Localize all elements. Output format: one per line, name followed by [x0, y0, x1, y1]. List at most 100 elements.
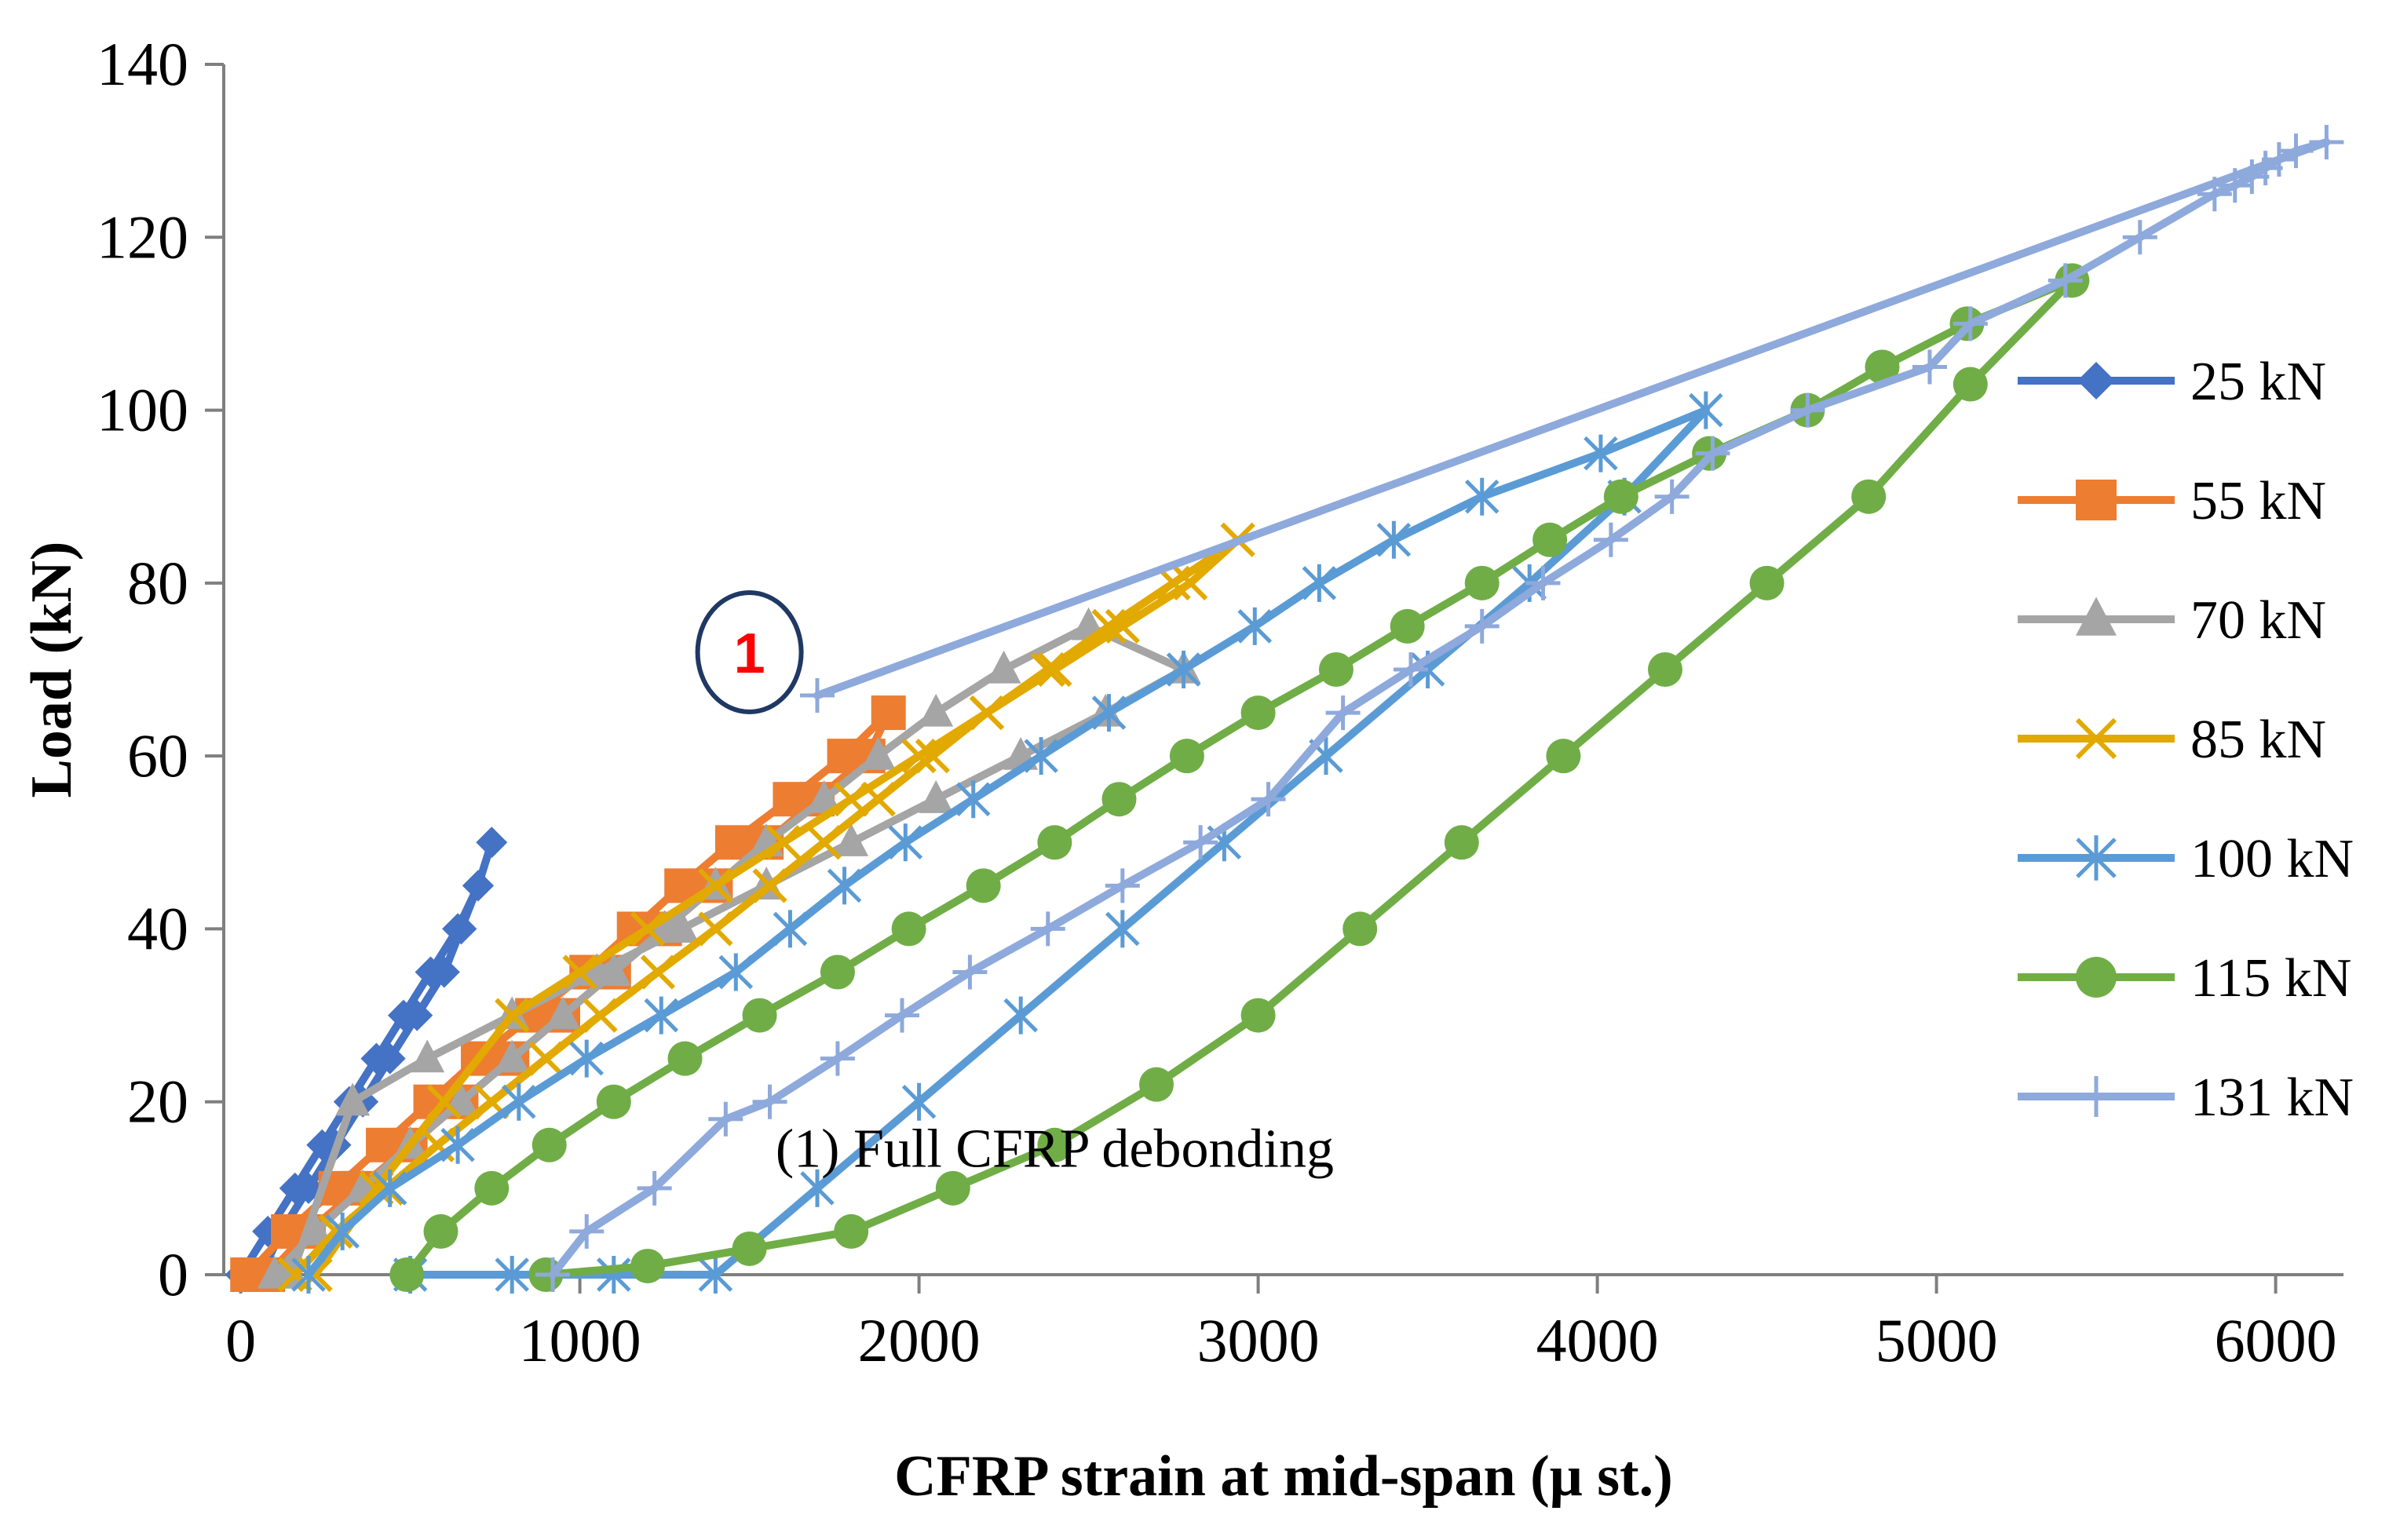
data-point	[919, 693, 954, 727]
data-point	[2234, 159, 2270, 195]
marker-stroke	[752, 868, 787, 903]
annotation-note: (1) Full CFRP debonding	[776, 1119, 1334, 1179]
data-point	[888, 823, 923, 862]
data-point	[423, 1213, 458, 1249]
x-tick-label: 4000	[1536, 1306, 1659, 1374]
data-point	[752, 1084, 787, 1119]
data-point	[1464, 565, 1500, 600]
legend-label: 25 kN	[2190, 352, 2326, 412]
data-point	[1166, 651, 1201, 688]
data-point	[2248, 151, 2283, 186]
data-point	[969, 695, 1005, 731]
data-point	[1237, 607, 1273, 645]
data-point	[495, 1256, 529, 1294]
data-point	[426, 1084, 462, 1119]
data-point	[1318, 652, 1353, 687]
data-point	[1169, 739, 1204, 774]
y-tick-label: 0	[158, 1240, 188, 1308]
marker-stroke	[562, 954, 597, 990]
data-point	[860, 736, 896, 770]
marker-stroke	[901, 739, 937, 774]
legend-marker	[2076, 957, 2117, 998]
data-point	[495, 1039, 530, 1073]
marker-stroke	[318, 1213, 353, 1250]
data-point	[298, 1257, 333, 1293]
data-point	[637, 1170, 672, 1206]
data-point	[1394, 652, 1428, 687]
data-point	[1464, 477, 1500, 516]
series-layer	[225, 125, 2344, 1294]
data-point	[445, 913, 477, 945]
data-point	[1105, 608, 1140, 644]
annotation: 1 (1) Full CFRP debonding	[695, 589, 1334, 1179]
data-point	[2278, 133, 2314, 169]
data-point	[1390, 608, 1425, 644]
data-point	[1912, 349, 1947, 385]
legend: 25 kN 55 kN 70 kN 85 kN 100 kN 115 kN 131 kN	[2018, 352, 2354, 1128]
data-point	[1532, 522, 1568, 557]
marker-stroke	[1030, 651, 1065, 688]
data-point	[1648, 652, 1682, 687]
data-point	[698, 1256, 733, 1294]
data-point	[2197, 177, 2232, 212]
data-point	[1851, 479, 1887, 514]
series-line	[305, 406, 1710, 1279]
data-point	[583, 998, 618, 1033]
data-point	[885, 998, 919, 1033]
legend-item: 115 kN	[2018, 948, 2351, 1009]
data-point	[298, 1212, 333, 1246]
data-point	[1695, 436, 1730, 471]
data-point	[765, 825, 801, 860]
x-tick-label: 1000	[519, 1306, 641, 1374]
y-axis-title: Load (kN)	[20, 542, 84, 798]
data-point	[495, 998, 530, 1033]
y-tick-label: 140	[97, 30, 188, 98]
legend-label: 100 kN	[2190, 829, 2354, 889]
data-point	[2309, 125, 2344, 160]
data-point	[1464, 608, 1500, 644]
data-point	[335, 1082, 371, 1116]
data-point	[596, 1084, 631, 1119]
data-point	[1030, 911, 1065, 947]
data-point	[1173, 565, 1208, 600]
legend-label: 70 kN	[2190, 590, 2326, 651]
data-point	[1376, 520, 1412, 559]
data-point	[1325, 695, 1361, 731]
data-point	[428, 956, 460, 988]
marker-stroke	[2075, 717, 2117, 760]
marker-stroke	[969, 695, 1005, 731]
axes: 0 20 40 60 80 100 120 140 0 1000 2000 3000 4000 5000 6…	[97, 30, 2343, 1374]
data-point	[834, 823, 869, 856]
data-point	[640, 954, 676, 990]
annotation-marker-label: 1	[734, 622, 765, 685]
data-point	[901, 1082, 937, 1121]
data-point	[532, 1127, 567, 1162]
legend-label: 85 kN	[2190, 710, 2326, 770]
data-point	[1749, 565, 1784, 600]
marker-stroke	[1091, 608, 1127, 644]
y-tick-label: 100	[97, 376, 188, 444]
data-point	[752, 868, 787, 903]
legend-item: 100 kN	[2018, 829, 2354, 889]
marker-stroke	[630, 911, 666, 947]
data-point	[935, 1170, 970, 1206]
marker-stroke	[1105, 608, 1140, 644]
annotation-circle	[695, 589, 804, 714]
marker-stroke	[426, 1084, 462, 1119]
marker-stroke	[765, 825, 801, 860]
data-point	[1865, 349, 1900, 385]
data-point	[834, 1213, 869, 1249]
legend-marker	[2076, 480, 2117, 520]
marker-stroke	[860, 782, 896, 817]
data-point	[1654, 479, 1689, 514]
data-point	[528, 1041, 564, 1076]
data-point	[732, 1231, 767, 1266]
marker-stroke	[698, 868, 733, 903]
data-point	[986, 650, 1021, 684]
data-point	[806, 825, 842, 860]
x-tick-label: 3000	[1197, 1306, 1320, 1374]
marker-stroke	[806, 825, 842, 860]
data-point	[374, 1042, 406, 1075]
legend-marker	[2075, 717, 2117, 760]
marker-stroke	[1037, 651, 1072, 688]
